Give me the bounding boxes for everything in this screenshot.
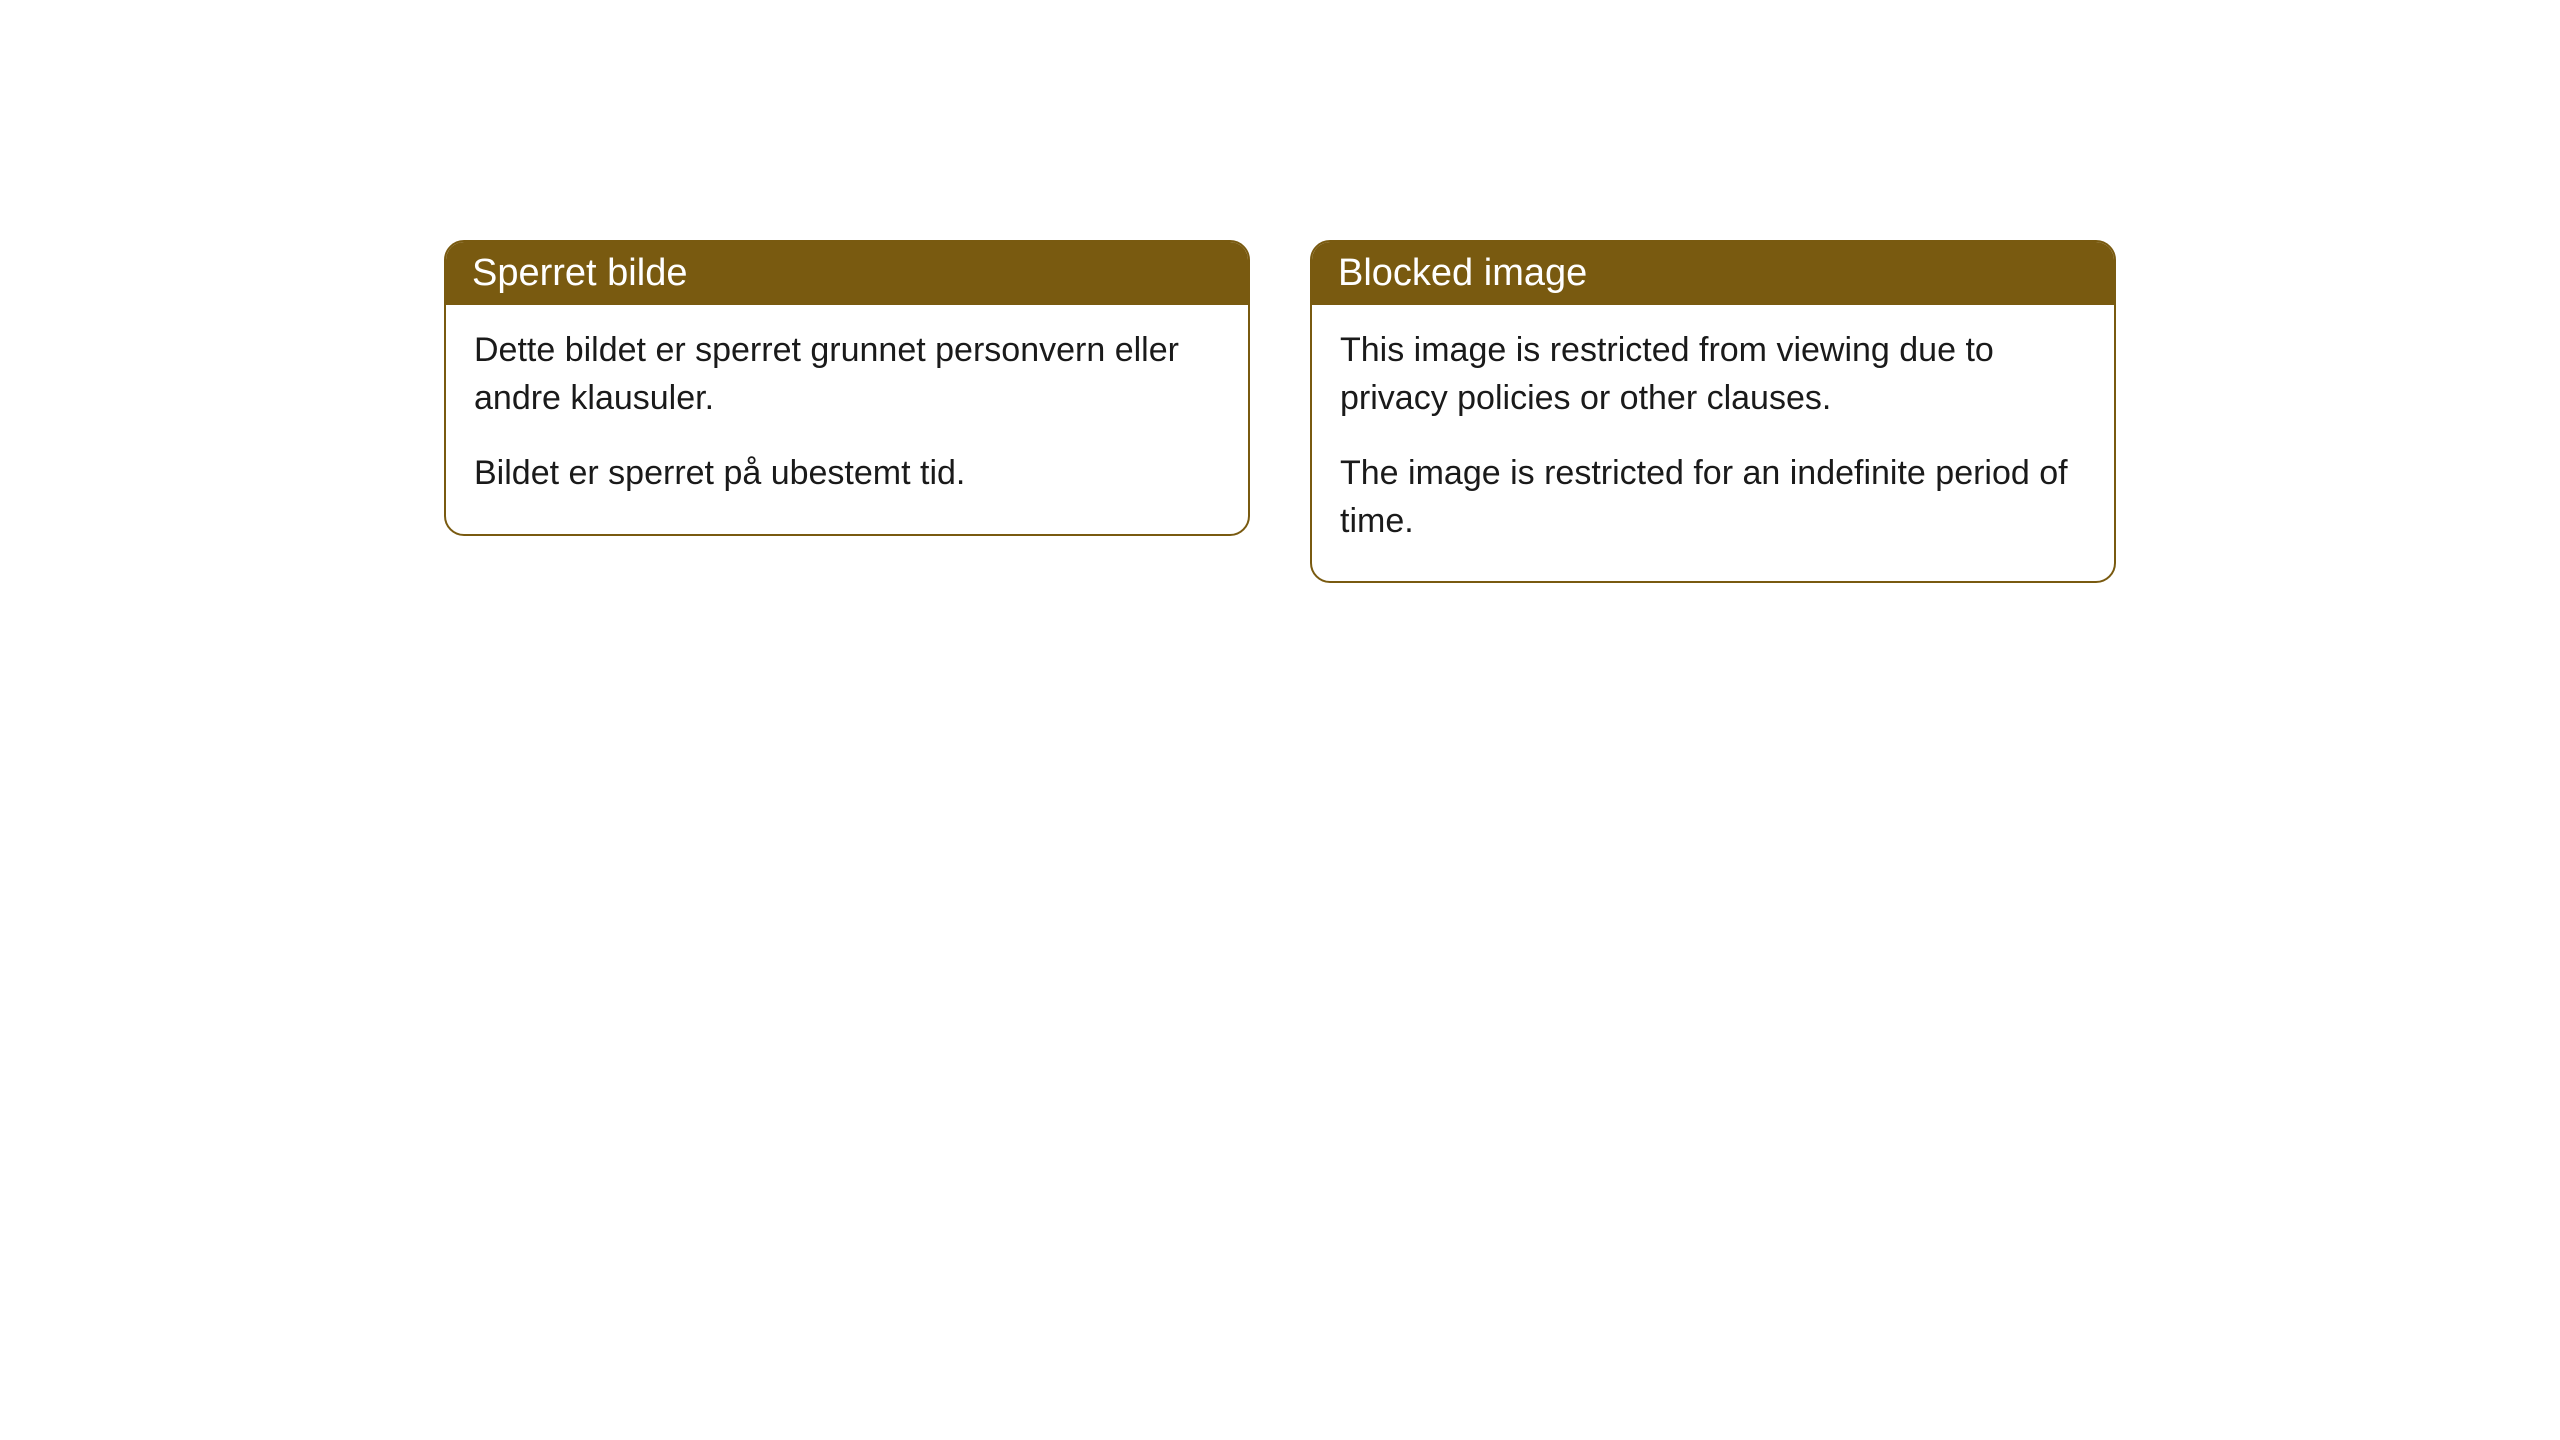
- card-header-english: Blocked image: [1312, 242, 2114, 305]
- cards-container: Sperret bilde Dette bildet er sperret gr…: [444, 240, 2116, 1440]
- card-paragraph-1-norwegian: Dette bildet er sperret grunnet personve…: [474, 327, 1220, 422]
- card-norwegian: Sperret bilde Dette bildet er sperret gr…: [444, 240, 1250, 536]
- card-paragraph-2-english: The image is restricted for an indefinit…: [1340, 450, 2086, 545]
- card-body-english: This image is restricted from viewing du…: [1312, 305, 2114, 581]
- card-paragraph-1-english: This image is restricted from viewing du…: [1340, 327, 2086, 422]
- card-body-norwegian: Dette bildet er sperret grunnet personve…: [446, 305, 1248, 534]
- card-header-norwegian: Sperret bilde: [446, 242, 1248, 305]
- card-english: Blocked image This image is restricted f…: [1310, 240, 2116, 583]
- card-paragraph-2-norwegian: Bildet er sperret på ubestemt tid.: [474, 450, 1220, 498]
